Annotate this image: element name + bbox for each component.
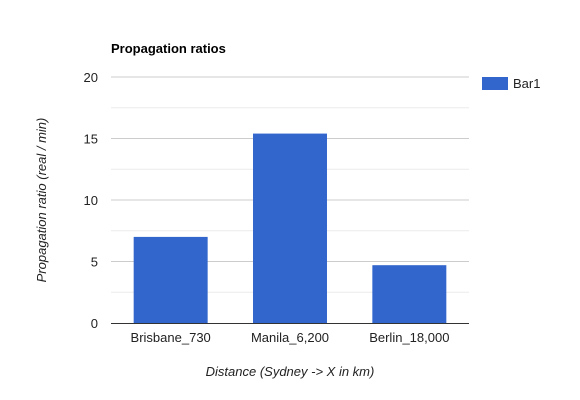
bars <box>133 133 447 323</box>
y-tick-label: 5 <box>91 255 98 270</box>
legend-swatch <box>482 77 508 90</box>
y-tick-label: 20 <box>84 70 98 85</box>
x-axis-ticks: Brisbane_730 Manila_6,200 Berlin_18,000 <box>131 330 450 345</box>
y-axis-ticks: 0 5 10 15 20 <box>84 70 98 331</box>
bar <box>133 236 208 323</box>
x-tick-label: Berlin_18,000 <box>369 330 449 345</box>
bar <box>253 133 327 323</box>
y-tick-label: 15 <box>84 132 98 147</box>
y-axis-label: Propagation ratio (real / min) <box>34 118 49 283</box>
x-tick-label: Manila_6,200 <box>251 330 329 345</box>
x-axis-label: Distance (Sydney -> X in km) <box>206 364 375 379</box>
legend: Bar1 <box>482 76 540 91</box>
bar <box>372 265 447 323</box>
chart-title: Propagation ratios <box>111 41 226 56</box>
y-tick-label: 10 <box>84 193 98 208</box>
legend-label: Bar1 <box>513 76 540 91</box>
y-tick-label: 0 <box>91 316 98 331</box>
x-tick-label: Brisbane_730 <box>131 330 211 345</box>
